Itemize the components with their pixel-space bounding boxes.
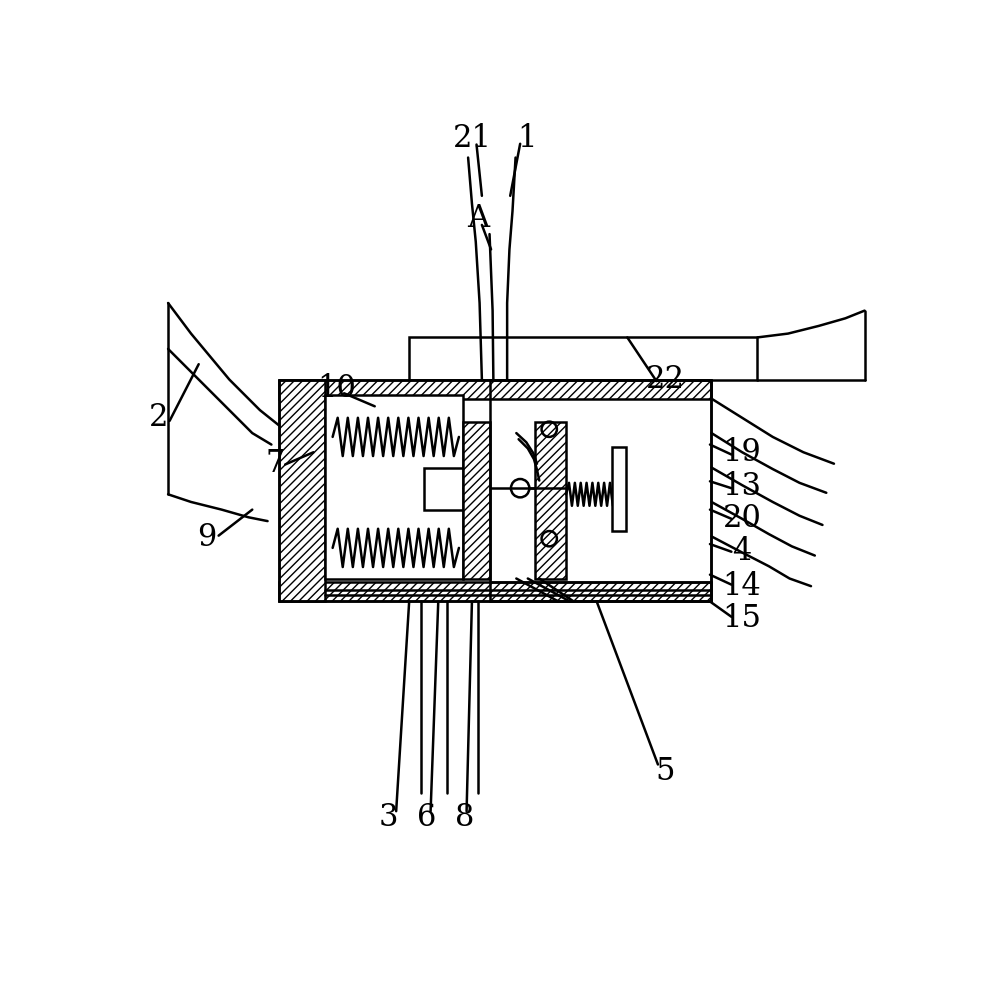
Text: 1: 1 (517, 123, 537, 154)
Text: 21: 21 (453, 123, 492, 154)
Text: 10: 10 (317, 373, 356, 405)
Bar (535, 421, 566, 579)
Text: 15: 15 (723, 602, 762, 634)
Text: 9: 9 (197, 523, 216, 554)
Text: 20: 20 (723, 503, 762, 535)
Text: 7: 7 (266, 448, 285, 479)
Bar (279, 582, 711, 601)
Text: 14: 14 (723, 571, 761, 601)
Bar (409, 337, 757, 380)
Text: 19: 19 (723, 436, 761, 468)
Bar (424, 467, 463, 510)
Bar (325, 395, 463, 579)
Bar (463, 421, 490, 579)
Text: A: A (467, 204, 489, 235)
Text: 13: 13 (723, 471, 762, 502)
Bar (612, 447, 626, 531)
Text: 4: 4 (732, 536, 752, 568)
Text: 2: 2 (149, 403, 169, 433)
Text: 22: 22 (646, 364, 685, 395)
Text: 8: 8 (455, 802, 475, 833)
Bar (279, 380, 325, 601)
Text: 3: 3 (379, 802, 398, 833)
Text: 6: 6 (417, 802, 436, 833)
Bar (279, 380, 711, 399)
Text: 5: 5 (656, 755, 675, 787)
